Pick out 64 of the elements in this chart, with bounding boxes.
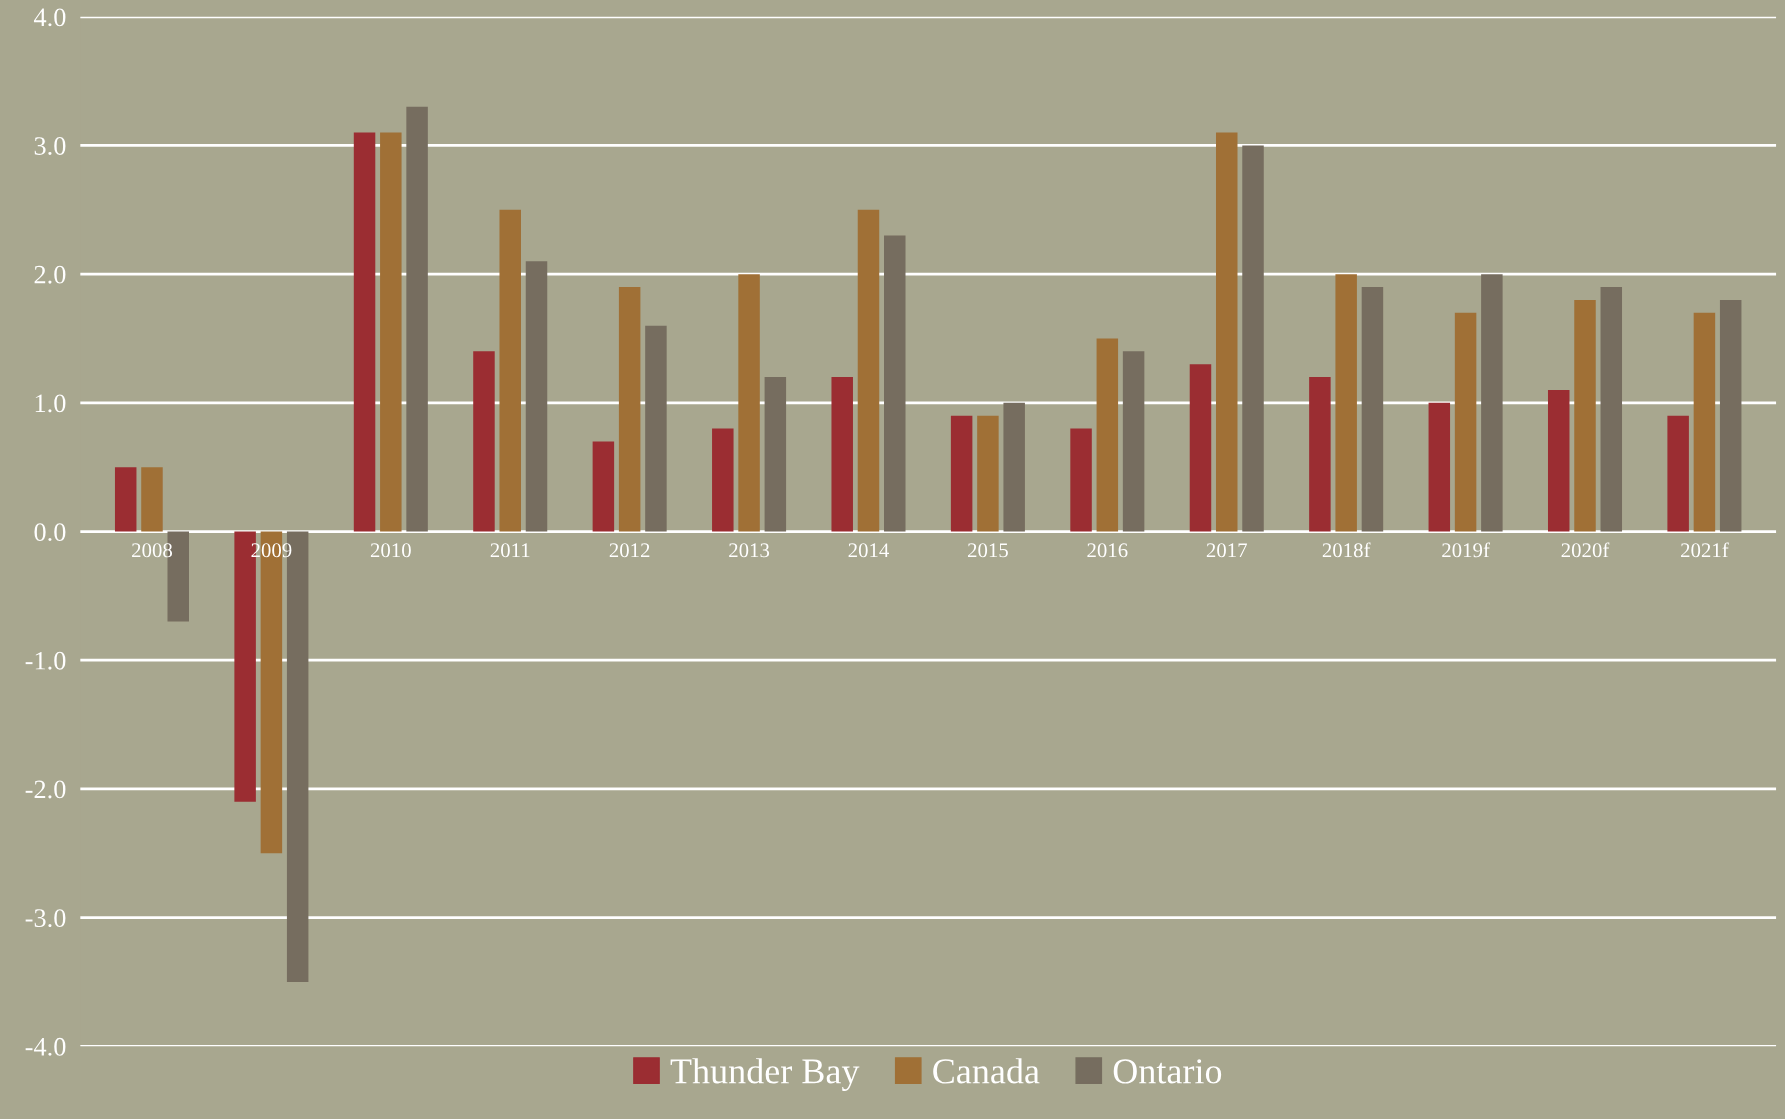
bar [977,415,999,532]
bar [380,132,402,532]
bar [1122,351,1145,532]
bar [1335,274,1357,532]
x-tick-label: 2016 [1087,543,1128,558]
legend-label: Ontario [1113,1059,1222,1084]
x-tick-label: 2010 [370,543,411,558]
bar [1574,299,1596,532]
bar [1667,415,1689,532]
bar [525,261,548,532]
bar [645,325,667,532]
bar [1693,312,1716,532]
x-tick-label: 2019f [1442,542,1490,558]
bar [1361,287,1384,532]
x-tick-label: 2009 [251,543,292,558]
bar [738,274,760,532]
bar [1096,338,1119,532]
bar [884,235,906,532]
y-tick-label: -2.0 [25,780,66,799]
bar [473,351,495,532]
bar [499,209,521,532]
bar [1547,389,1570,532]
x-tick-label: 2008 [132,543,173,558]
y-tick-label: 0.0 [34,523,66,542]
bar [1309,377,1331,532]
y-tick-label: 3.0 [34,137,66,155]
bar [1070,428,1092,532]
x-tick-label: 2020f [1561,542,1610,558]
bar [712,428,734,532]
y-tick-label: -3.0 [25,909,66,928]
bar [1242,145,1264,532]
y-tick-label: -4.0 [25,1037,66,1056]
bar [1428,402,1451,532]
legend-label: Canada [933,1058,1040,1084]
y-tick-label: 1.0 [35,394,66,413]
bar [1454,312,1477,532]
y-tick-label: 2.0 [34,265,66,284]
bar [114,467,137,532]
bar [1216,132,1238,532]
bar [857,209,880,532]
y-tick-label: 4.0 [33,8,66,27]
x-tick-label: 2013 [729,543,770,558]
bar [618,287,641,532]
x-tick-label: 2017 [1206,543,1247,558]
bar [1189,364,1212,532]
bar [1719,299,1742,532]
bar [406,106,428,532]
bar [831,377,853,532]
x-tick-label: 2018f [1322,542,1371,558]
x-tick-label: 2015 [967,543,1008,558]
x-tick-label: 2011 [490,543,530,558]
bar [1600,287,1623,532]
bar [1003,402,1025,532]
y-tick-label: -1.0 [25,651,66,670]
x-tick-label: 2012 [609,543,650,558]
bar [353,132,376,532]
bar [950,415,973,532]
x-tick-label: 2021f [1681,542,1729,558]
bar [764,377,787,532]
bar [141,467,163,532]
legend-label: Thunder Bay [670,1058,860,1091]
bar [592,441,615,532]
bar [1481,274,1503,532]
x-tick-label: 2014 [848,543,889,558]
